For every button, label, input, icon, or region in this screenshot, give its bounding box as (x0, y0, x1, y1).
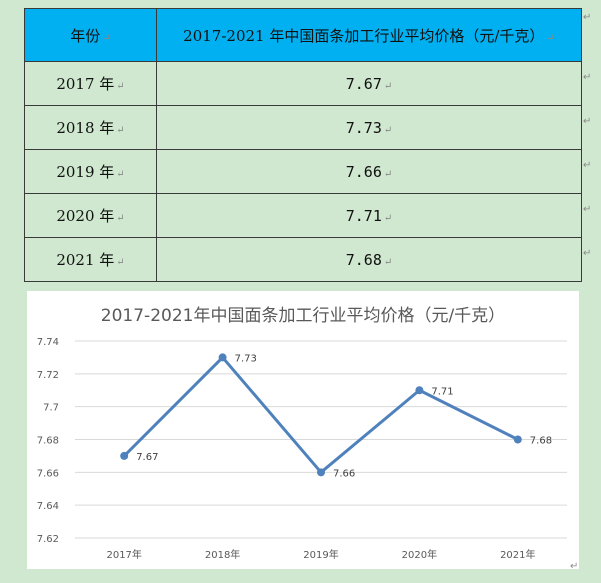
y-tick-label: 7.72 (37, 370, 59, 381)
y-tick-label: 7.7 (43, 403, 59, 414)
paragraph-mark: ↵ (570, 561, 579, 572)
series-line (123, 355, 519, 474)
x-tick-label: 2018年 (205, 548, 240, 561)
data-point (120, 451, 129, 460)
y-tick-label: 7.74 (37, 337, 59, 348)
data-label: 7.73 (235, 353, 257, 364)
price-cell: 7.71 ↵ (156, 193, 582, 238)
x-tick-label: 2019年 (303, 548, 338, 561)
table-header-row: 年份 ↵ 2017-2021 年中国面条加工行业平均价格（元/千克） ↵ (24, 8, 582, 62)
paragraph-mark: ↵ (583, 160, 592, 171)
y-tick-label: 7.62 (37, 534, 59, 545)
year-cell: 2019 年 ↵ (24, 149, 157, 194)
data-label: 7.67 (136, 452, 158, 463)
paragraph-mark: ↵ (583, 204, 592, 215)
data-label: 7.68 (530, 436, 552, 447)
header-year: 年份 ↵ (24, 8, 157, 62)
price-cell: 7.66 ↵ (156, 149, 582, 194)
paragraph-mark: ↵ (583, 12, 592, 23)
y-tick-label: 7.64 (37, 501, 59, 512)
paragraph-mark: ↵ (583, 72, 592, 83)
table-row: 2017 年 ↵ 7.67 ↵ (24, 61, 582, 106)
table-row: 2020 年 ↵ 7.71 ↵ (24, 193, 582, 238)
chart-plot: 7.62 7.64 7.66 7.68 7.7 7.72 7.74 2017年 2018年 201… (37, 337, 567, 561)
line-chart: 2017-2021年中国面条加工行业平均价格（元/千克） 7.62 7.64 7.6… (27, 291, 579, 569)
table-row: 2018 年 ↵ 7.73 ↵ (24, 105, 582, 150)
data-label: 7.71 (431, 386, 453, 397)
data-point (317, 468, 325, 477)
header-price: 2017-2021 年中国面条加工行业平均价格（元/千克） ↵ (156, 8, 582, 62)
table-row: 2019 年 ↵ 7.66 ↵ (24, 149, 582, 194)
paragraph-mark: ↵ (583, 116, 592, 127)
data-label: 7.66 (333, 468, 355, 479)
x-tick-label: 2017年 (106, 548, 141, 561)
year-cell: 2021 年 ↵ (24, 237, 157, 282)
year-cell: 2018 年 ↵ (24, 105, 157, 150)
year-cell: 2017 年 ↵ (24, 61, 157, 106)
data-point (513, 435, 522, 444)
x-tick-label: 2020年 (402, 548, 437, 561)
price-cell: 7.68 ↵ (156, 237, 582, 282)
x-tick-label: 2021年 (500, 548, 535, 561)
price-cell: 7.73 ↵ (156, 105, 582, 150)
chart-title: 2017-2021年中国面条加工行业平均价格（元/千克） (100, 306, 506, 326)
paragraph-mark: ↵ (583, 248, 592, 259)
y-tick-label: 7.68 (37, 436, 59, 447)
price-table: 年份 ↵ 2017-2021 年中国面条加工行业平均价格（元/千克） ↵ 2017 … (24, 8, 582, 282)
price-cell: 7.67 ↵ (156, 61, 582, 106)
y-tick-label: 7.66 (37, 468, 59, 479)
data-point (218, 353, 227, 362)
year-cell: 2020 年 ↵ (24, 193, 157, 238)
table-row: 2021 年 ↵ 7.68 ↵ (24, 237, 582, 282)
data-point (415, 386, 424, 395)
